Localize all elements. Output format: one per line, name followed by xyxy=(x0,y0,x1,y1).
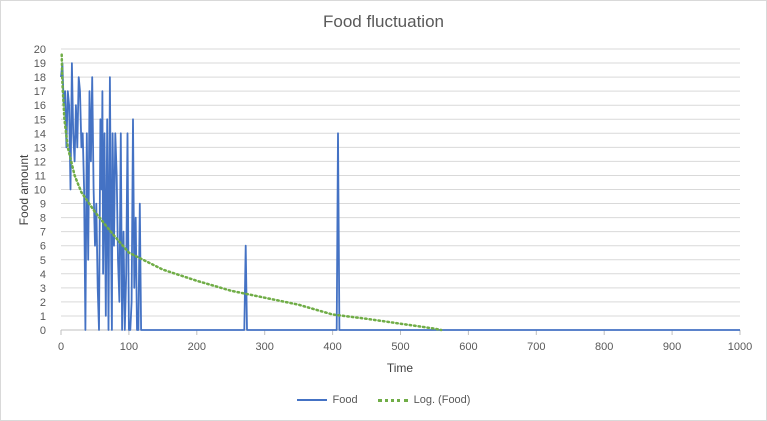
x-tick-label-800: 800 xyxy=(595,341,613,353)
gridlines xyxy=(60,48,741,335)
y-tick-label-6: 6 xyxy=(40,241,46,253)
y-tick-label-15: 15 xyxy=(34,114,46,126)
y-tick-label-18: 18 xyxy=(34,72,46,84)
legend-label-log-food: Log. (Food) xyxy=(413,394,471,406)
y-tick-label-4: 4 xyxy=(40,269,46,281)
y-tick-label-11: 11 xyxy=(35,170,46,182)
x-tick-label-200: 200 xyxy=(188,341,206,353)
legend-item-log-food: Log. (Food) xyxy=(377,394,471,406)
x-tick-label-400: 400 xyxy=(323,341,341,353)
series-line-food xyxy=(60,62,740,331)
y-tick-label-19: 19 xyxy=(34,58,46,70)
y-tick-label-3: 3 xyxy=(40,283,46,295)
legend-swatch-food xyxy=(296,399,327,401)
x-tick-label-700: 700 xyxy=(527,341,545,353)
y-tick-label-8: 8 xyxy=(40,213,46,225)
y-tick-label-9: 9 xyxy=(40,199,46,211)
chart-title: Food fluctuation xyxy=(323,12,444,31)
legend-label-food: Food xyxy=(332,394,358,406)
x-tick-label-600: 600 xyxy=(459,341,477,353)
legend: Food Log. (Food) xyxy=(0,394,767,406)
x-tick-label-900: 900 xyxy=(663,341,681,353)
y-tick-label-20: 20 xyxy=(34,44,46,56)
legend-item-food: Food xyxy=(296,394,358,406)
x-tick-label-1000: 1000 xyxy=(728,341,752,353)
x-axis-label: Time xyxy=(386,361,414,375)
y-tick-label-12: 12 xyxy=(34,156,46,168)
x-tick-label-300: 300 xyxy=(256,341,274,353)
x-tick-label-500: 500 xyxy=(391,341,409,353)
y-tick-label-10: 10 xyxy=(34,185,46,197)
y-tick-label-14: 14 xyxy=(34,128,46,140)
y-tick-label-17: 17 xyxy=(34,86,46,98)
y-tick-label-2: 2 xyxy=(40,297,46,309)
y-tick-label-1: 1 xyxy=(40,311,46,323)
y-tick-label-13: 13 xyxy=(34,142,46,154)
y-tick-label-7: 7 xyxy=(40,227,46,239)
y-tick-label-0: 0 xyxy=(40,325,46,337)
y-tick-label-16: 16 xyxy=(34,100,46,112)
x-tick-label-100: 100 xyxy=(120,341,138,353)
series-lines xyxy=(60,53,740,332)
y-tick-label-5: 5 xyxy=(40,255,46,267)
x-tick-label-0: 0 xyxy=(58,341,64,353)
series-line-log-food xyxy=(60,53,443,332)
x-tick-labels: 0 100 200 300 400 500 600 700 800 900 1000 xyxy=(58,341,752,353)
legend-swatch-log-food xyxy=(377,398,408,402)
